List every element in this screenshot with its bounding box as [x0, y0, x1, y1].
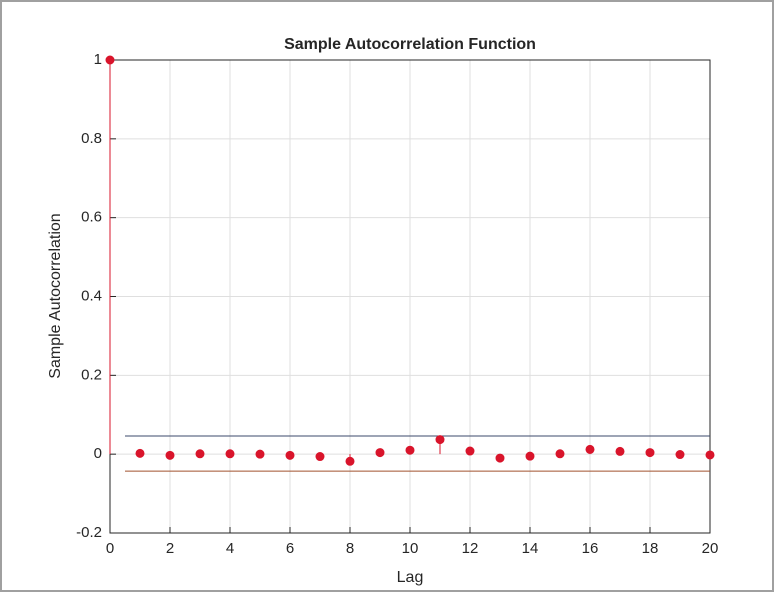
x-tick-label: 14: [522, 540, 539, 557]
stem-marker: [255, 449, 265, 459]
y-tick-label: 1: [94, 51, 102, 68]
x-tick-label: 2: [166, 540, 174, 557]
stem-marker: [525, 451, 535, 461]
stem-marker: [345, 456, 355, 466]
x-tick-label: 8: [346, 540, 354, 557]
stem-marker: [225, 449, 235, 459]
x-tick-label: 12: [462, 540, 479, 557]
y-tick-label: 0.2: [81, 366, 102, 383]
y-tick-label: 0: [94, 445, 102, 462]
stem-marker: [615, 446, 625, 456]
y-tick-label: 0.6: [81, 209, 102, 226]
x-tick-label: 16: [582, 540, 599, 557]
x-tick-label: 6: [286, 540, 294, 557]
y-tick-label: 0.8: [81, 130, 102, 147]
stem-marker: [315, 452, 325, 462]
stem-marker: [585, 444, 595, 454]
stem-marker: [135, 448, 145, 458]
chart-title: Sample Autocorrelation Function: [284, 36, 536, 53]
stem-marker: [495, 453, 505, 463]
y-axis-label: Sample Autocorrelation: [47, 213, 64, 378]
stem-marker: [435, 435, 445, 445]
x-tick-label: 10: [402, 540, 419, 557]
stem-marker: [105, 55, 115, 65]
x-axis-label: Lag: [397, 569, 424, 586]
stem-marker: [285, 450, 295, 460]
x-tick-label: 0: [106, 540, 114, 557]
stem-marker: [465, 446, 475, 456]
y-tick-label: -0.2: [76, 524, 102, 541]
stem-marker: [375, 448, 385, 458]
stem-marker: [675, 450, 685, 460]
stem-marker: [195, 449, 205, 459]
y-tick-label: 0.4: [81, 287, 102, 304]
x-tick-label: 18: [642, 540, 659, 557]
stem-marker: [705, 450, 715, 460]
stem-marker: [555, 449, 565, 459]
x-tick-label: 20: [702, 540, 719, 557]
stem-marker: [165, 450, 175, 460]
x-tick-label: 4: [226, 540, 234, 557]
stem-marker: [405, 445, 415, 455]
stem-marker: [645, 448, 655, 458]
